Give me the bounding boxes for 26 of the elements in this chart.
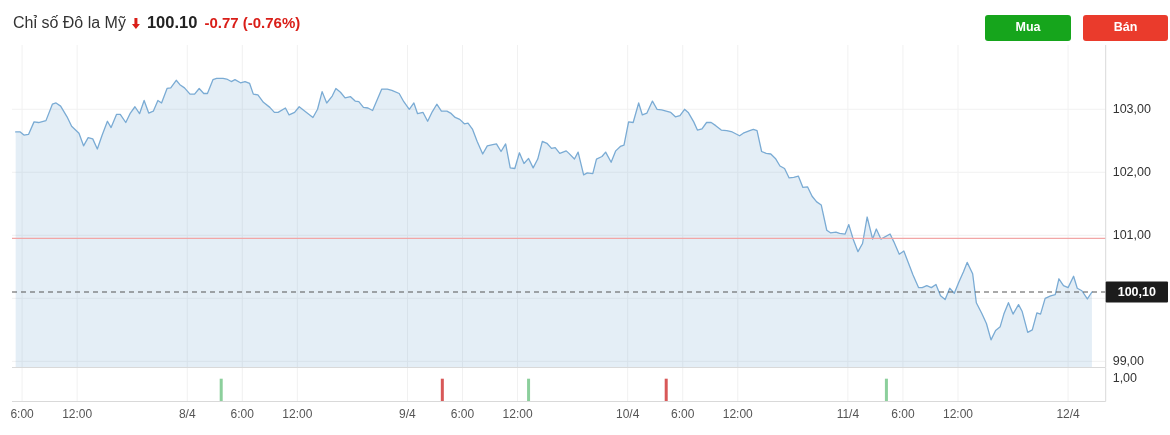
y-tick-label: 102,00 [1112,164,1151,179]
x-tick-label: 12:00 [62,407,93,422]
text: 1,00 [1112,371,1138,385]
y-tick-label: 99,00 [1112,353,1145,368]
buy-button[interactable]: Mua [985,15,1071,41]
y-tick-label: 101,00 [1112,227,1151,242]
x-tick-label: 6:00 [891,407,915,422]
sell-button[interactable]: Bán [1083,15,1168,41]
x-tick-label: 12:00 [502,407,533,422]
x-tick-label: 6:00 [671,407,695,422]
x-tick-label: 9/4 [399,407,417,422]
y-tick-label: 103,00 [1112,101,1151,116]
x-tick-label: 6:00 [230,407,255,422]
x-tick-label: 12/4 [1056,407,1081,422]
x-tick-label: 12:00 [282,407,313,422]
x-tick-label: 11/4 [836,407,860,422]
x-tick-label: 6:00 [10,407,35,422]
chart-title: Chỉ số Đô la Mỹ [13,14,126,32]
x-tick-label: 12:00 [722,407,754,422]
text: -0.77 (-0.76%) [204,13,301,31]
x-tick-label: 10/4 [615,407,640,422]
text: 100.10 [146,13,198,32]
x-tick-label: 8/4 [178,407,196,422]
ref-line-label: 100,10 [1117,284,1157,299]
x-tick-label: 12:00 [942,407,974,422]
x-tick-label: 6:00 [450,407,475,422]
